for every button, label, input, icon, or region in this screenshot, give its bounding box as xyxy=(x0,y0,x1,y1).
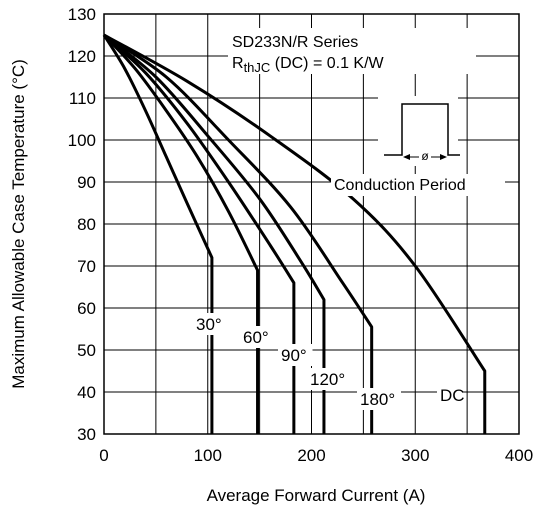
series-label-backdrop xyxy=(193,313,228,335)
x-axis-label: Average Forward Current (A) xyxy=(207,486,426,505)
x-tick-label: 0 xyxy=(99,446,108,465)
y-tick-label: 130 xyxy=(68,5,96,24)
y-tick-label: 90 xyxy=(77,173,96,192)
series-label-backdrop xyxy=(437,384,462,406)
y-tick-label: 120 xyxy=(68,47,96,66)
conduction-waveform xyxy=(384,103,460,156)
series-label: 180° xyxy=(360,390,395,409)
y-tick-label: 110 xyxy=(69,89,96,108)
series-lines xyxy=(102,33,487,434)
x-tick-label: 100 xyxy=(194,446,222,465)
series-line xyxy=(102,33,296,434)
x-tick-label: 400 xyxy=(505,446,533,465)
rth-main: R xyxy=(232,55,244,72)
rth-rest: (DC) = 0.1 K/W xyxy=(270,55,384,72)
conduction-label-backdrop xyxy=(331,174,505,196)
rth-sub: thJC xyxy=(244,60,271,75)
phi-symbol: ø xyxy=(421,149,429,163)
tick-labels: 0 100 200 300 400 30 40 50 60 70 80 90 100 110 120 130 xyxy=(68,5,534,465)
y-axis-label: Maximum Allowable Case Temperature (°C) xyxy=(9,59,28,389)
annotation-backdrop xyxy=(228,28,476,74)
series-labels: 30° 60° 90°120° 180° DC xyxy=(193,313,465,410)
series-label: DC xyxy=(440,386,465,405)
series-label-backdrop xyxy=(278,344,313,366)
y-tick-label: 30 xyxy=(77,425,96,444)
x-tick-label: 200 xyxy=(297,446,325,465)
y-tick-label: 50 xyxy=(77,341,96,360)
series-label: 60° xyxy=(243,328,269,347)
x-tick-label: 300 xyxy=(401,446,429,465)
series-line xyxy=(103,33,326,434)
series-label: 30° xyxy=(196,315,222,334)
conduction-period-label: Conduction Period xyxy=(334,177,466,194)
series-label: 120° xyxy=(310,370,345,389)
y-tick-label: 60 xyxy=(77,299,96,318)
rth-annotation: RthJC (DC) = 0.1 K/W xyxy=(232,55,385,75)
y-tick-label: 70 xyxy=(77,257,96,276)
plot-frame xyxy=(103,13,520,435)
phi-arrow-right-head xyxy=(440,154,447,160)
chart-title: SD233N/R Series xyxy=(232,34,358,51)
y-tick-label: 80 xyxy=(77,215,96,234)
phi-arrow-left-head xyxy=(403,154,410,160)
series-line xyxy=(102,34,214,434)
series-label-backdrop xyxy=(240,326,275,348)
series-label-backdrop xyxy=(307,368,351,390)
y-tick-label: 100 xyxy=(68,131,96,150)
series-line xyxy=(102,33,260,434)
y-tick-label: 40 xyxy=(77,383,96,402)
series-line xyxy=(103,33,374,434)
phi-backdrop xyxy=(419,148,431,162)
series-line xyxy=(103,33,487,434)
series-label-backdrop xyxy=(357,388,401,410)
series-label: 90° xyxy=(281,346,307,365)
